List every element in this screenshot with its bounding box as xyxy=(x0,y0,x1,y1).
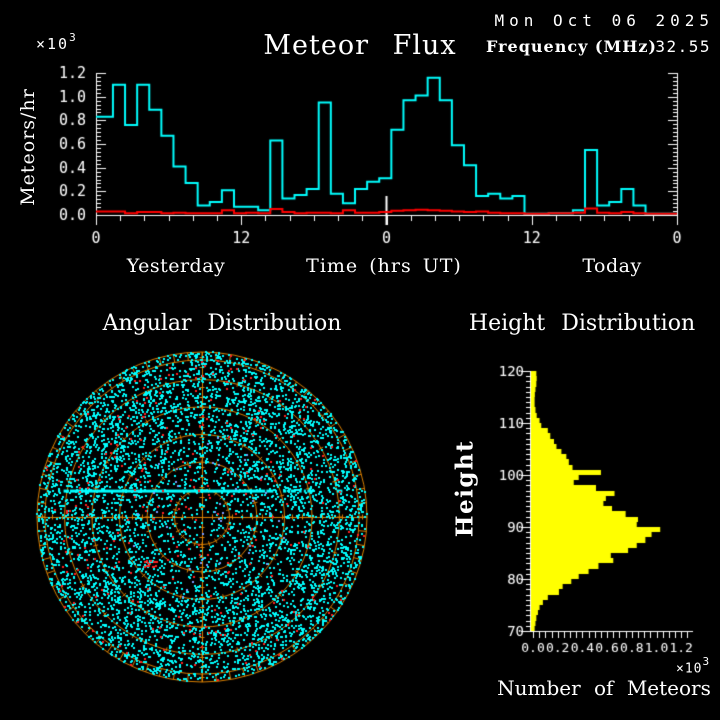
flux-y-scale-base: ×10 xyxy=(36,35,70,53)
angular-distribution-title: Angular Distribution xyxy=(102,311,342,336)
flux-x-axis-label: Time (hrs UT) xyxy=(306,255,462,277)
flux-y-scale-note: ×103 xyxy=(36,31,78,53)
flux-chart-canvas xyxy=(0,55,720,255)
frequency-value: 32.55 xyxy=(655,37,711,56)
height-x-axis-label: Number of Meteors xyxy=(497,676,711,700)
angular-distribution-canvas xyxy=(20,335,384,699)
height-distribution-canvas xyxy=(440,355,720,655)
height-x-scale-base: ×10 xyxy=(676,661,703,677)
frequency-label: Frequency (MHz) xyxy=(486,37,657,56)
height-x-scale-exponent: 3 xyxy=(702,655,711,668)
flux-x-period-today: Today xyxy=(582,255,642,277)
height-x-scale-note: ×103 xyxy=(676,655,711,677)
height-distribution-title: Height Distribution xyxy=(468,311,696,336)
date-label: Mon Oct 06 2025 xyxy=(494,11,714,30)
flux-y-scale-exponent: 3 xyxy=(69,31,78,44)
flux-x-period-yesterday: Yesterday xyxy=(126,255,226,277)
